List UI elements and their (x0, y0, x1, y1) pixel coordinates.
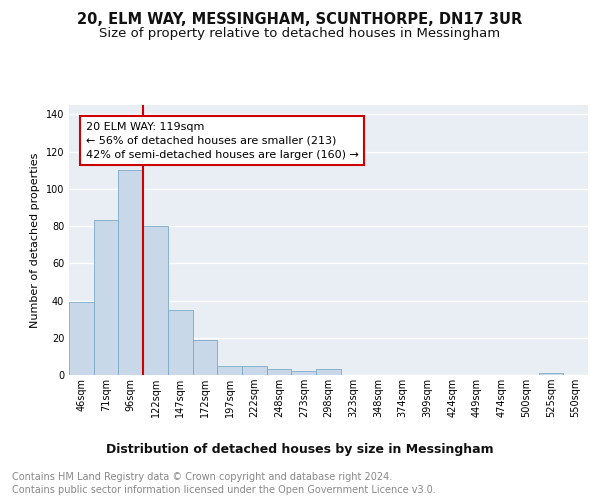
Text: Size of property relative to detached houses in Messingham: Size of property relative to detached ho… (100, 28, 500, 40)
Text: 20, ELM WAY, MESSINGHAM, SCUNTHORPE, DN17 3UR: 20, ELM WAY, MESSINGHAM, SCUNTHORPE, DN1… (77, 12, 523, 28)
Text: Contains HM Land Registry data © Crown copyright and database right 2024.: Contains HM Land Registry data © Crown c… (12, 472, 392, 482)
Bar (168, 310, 193, 375)
Text: Contains public sector information licensed under the Open Government Licence v3: Contains public sector information licen… (12, 485, 436, 495)
Bar (292, 372, 316, 375)
Bar (242, 366, 267, 375)
Text: 20 ELM WAY: 119sqm
← 56% of detached houses are smaller (213)
42% of semi-detach: 20 ELM WAY: 119sqm ← 56% of detached hou… (86, 122, 359, 160)
Bar (267, 370, 292, 375)
Bar (69, 302, 94, 375)
Bar (118, 170, 143, 375)
Bar (94, 220, 118, 375)
Bar (539, 373, 563, 375)
Bar (193, 340, 217, 375)
Bar (143, 226, 168, 375)
Text: Distribution of detached houses by size in Messingham: Distribution of detached houses by size … (106, 442, 494, 456)
Y-axis label: Number of detached properties: Number of detached properties (30, 152, 40, 328)
Bar (316, 370, 341, 375)
Bar (217, 366, 242, 375)
